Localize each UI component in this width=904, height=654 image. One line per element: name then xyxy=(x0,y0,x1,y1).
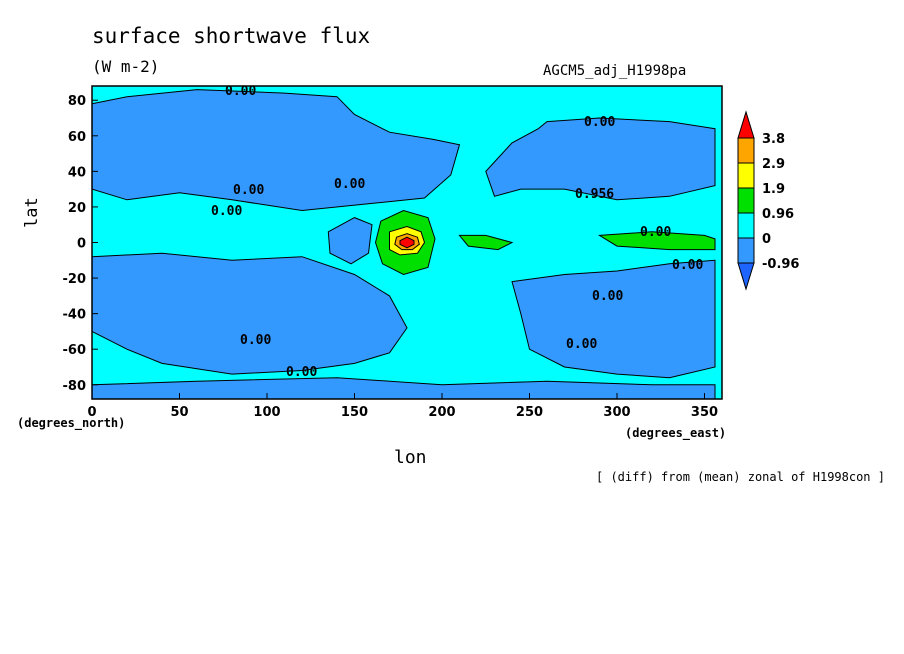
contour-region-south-band-east xyxy=(511,259,716,379)
y-tick-label: 20 xyxy=(68,201,86,216)
colorbar-label: 0.96 xyxy=(762,207,794,222)
contour-label: 0.00 xyxy=(672,258,703,273)
chart-title: surface shortwave flux xyxy=(92,24,371,48)
contour-label: 0.00 xyxy=(334,177,365,192)
y-tick-label: 60 xyxy=(68,130,86,145)
x-tick-label: 300 xyxy=(603,405,630,420)
colorbar-label: 1.9 xyxy=(762,182,785,197)
contour-label: 0.00 xyxy=(592,289,623,304)
contour-region-east-pacific-green xyxy=(458,234,514,251)
caption: [ (diff) from (mean) zonal of H1998con ] xyxy=(596,470,885,484)
contour-label: 0.00 xyxy=(584,115,615,130)
colorbar-label: 0 xyxy=(762,232,771,247)
x-tick-label: 50 xyxy=(170,405,188,420)
filled-contours xyxy=(92,89,716,399)
x-tick-label: 150 xyxy=(341,405,368,420)
y-axis: 80 60 40 20 0 -20 -40 -60 -80 xyxy=(63,94,98,394)
y-tick-label: 40 xyxy=(68,165,86,180)
x-axis: 0 50 100 150 200 250 300 350 xyxy=(87,393,718,420)
y-tick-label: -20 xyxy=(63,272,87,287)
contour-label: 0.956 xyxy=(575,187,614,202)
y-axis-label: lat xyxy=(22,197,42,228)
contour-label: 0.00 xyxy=(286,365,317,380)
colorbar-label: 2.9 xyxy=(762,157,785,172)
contour-region-warm-pool-red xyxy=(399,236,415,249)
colorbar-label: -0.96 xyxy=(762,257,799,272)
contour-label: 0.00 xyxy=(566,337,597,352)
colorbar-label: 3.8 xyxy=(762,132,785,147)
run-name: AGCM5_adj_H1998pa xyxy=(543,63,687,79)
colorbar-min-arrow xyxy=(737,262,755,291)
colorbar-swatch xyxy=(737,187,755,214)
x-tick-label: 0 xyxy=(87,405,96,420)
x-tick-label: 250 xyxy=(516,405,543,420)
contour-region-antarctic-band xyxy=(92,377,716,399)
colorbar-max-arrow xyxy=(737,110,755,139)
contour-label: 0.00 xyxy=(240,333,271,348)
contour-label: 0.00 xyxy=(225,84,256,99)
contour-label: 0.00 xyxy=(211,204,242,219)
contour-region-pacific-low xyxy=(327,217,373,265)
x-tick-label: 350 xyxy=(691,405,718,420)
y-tick-label: -60 xyxy=(63,343,87,358)
colorbar-swatch xyxy=(737,162,755,189)
colorbar: 3.8 2.9 1.9 0.96 0 -0.96 xyxy=(737,110,799,291)
colorbar-swatch xyxy=(737,237,755,264)
y-axis-unit: (degrees_north) xyxy=(17,416,126,430)
contour-label: 0.00 xyxy=(233,183,264,198)
y-tick-label: 80 xyxy=(68,94,86,109)
contour-label: 0.00 xyxy=(640,225,671,240)
y-tick-label: -80 xyxy=(63,379,87,394)
colorbar-swatch xyxy=(737,137,755,164)
colorbar-swatch xyxy=(737,212,755,239)
contour-region-atlantic-green xyxy=(597,231,716,251)
x-tick-label: 100 xyxy=(253,405,280,420)
y-tick-label: 0 xyxy=(77,237,86,252)
chart-units: (W m-2) xyxy=(92,57,160,76)
contour-region-north-band-east xyxy=(485,117,716,201)
contour-labels: 0.00 0.00 0.00 0.00 0.00 0.00 0.00 0.956 0.00 0.0… xyxy=(211,84,703,380)
contour-region-north-band-west xyxy=(92,89,461,212)
x-axis-label: lon xyxy=(394,447,427,468)
contour-region-south-band-west xyxy=(92,252,408,375)
y-tick-label: -40 xyxy=(63,308,87,323)
x-axis-unit: (degrees_east) xyxy=(625,426,727,440)
x-tick-label: 200 xyxy=(428,405,455,420)
